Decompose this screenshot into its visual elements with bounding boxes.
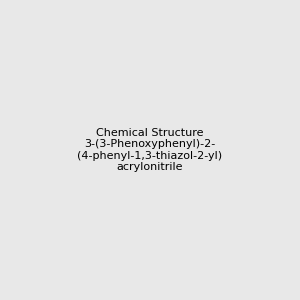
Text: Chemical Structure
3-(3-Phenoxyphenyl)-2-
(4-phenyl-1,3-thiazol-2-yl)
acrylonitr: Chemical Structure 3-(3-Phenoxyphenyl)-2… xyxy=(77,128,223,172)
